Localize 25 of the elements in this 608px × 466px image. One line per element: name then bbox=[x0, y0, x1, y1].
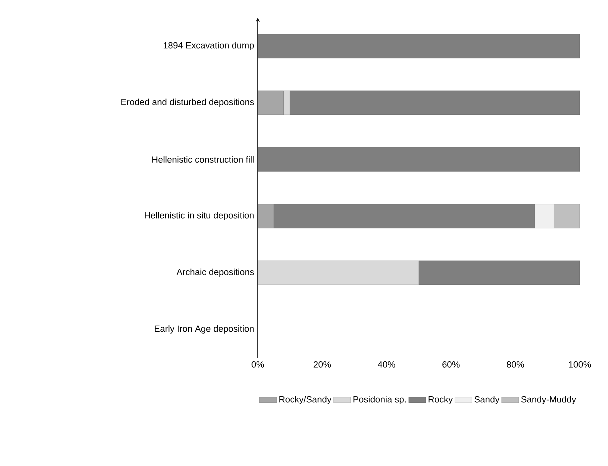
x-tick-label: 100% bbox=[569, 362, 592, 368]
y-tick-label: Hellenistic construction fill bbox=[152, 156, 254, 163]
bar bbox=[418, 260, 580, 286]
x-tick-label: 80% bbox=[507, 362, 524, 368]
x-tick-label: 40% bbox=[378, 362, 396, 368]
bar bbox=[258, 204, 274, 228]
legend-label: Rocky/Sandy bbox=[280, 396, 332, 405]
bar bbox=[258, 34, 580, 58]
y-tick-label: Archaic depositions bbox=[176, 268, 254, 278]
legend-label: Sandy-Muddy bbox=[521, 396, 576, 405]
y-tick-label: Early Iron Age deposition bbox=[155, 325, 254, 334]
bar bbox=[258, 148, 580, 172]
y-tick-label: 1894 Excavation dump bbox=[164, 42, 254, 51]
legend-label: Sandy bbox=[474, 396, 500, 405]
bar bbox=[258, 90, 284, 116]
legend-label: Rocky bbox=[428, 396, 454, 405]
x-tick-label: 0% bbox=[252, 362, 264, 368]
y-tick-label: Eroded and disturbed depositions bbox=[122, 98, 254, 108]
bar bbox=[258, 260, 420, 286]
x-tick-label: 60% bbox=[442, 362, 460, 368]
bar bbox=[534, 204, 554, 228]
x-tick-label: 20% bbox=[314, 362, 332, 368]
y-tick-label: Hellenistic in situ deposition bbox=[145, 212, 254, 221]
bar bbox=[290, 90, 580, 116]
legend-label: Posidonia sp. bbox=[354, 396, 406, 405]
